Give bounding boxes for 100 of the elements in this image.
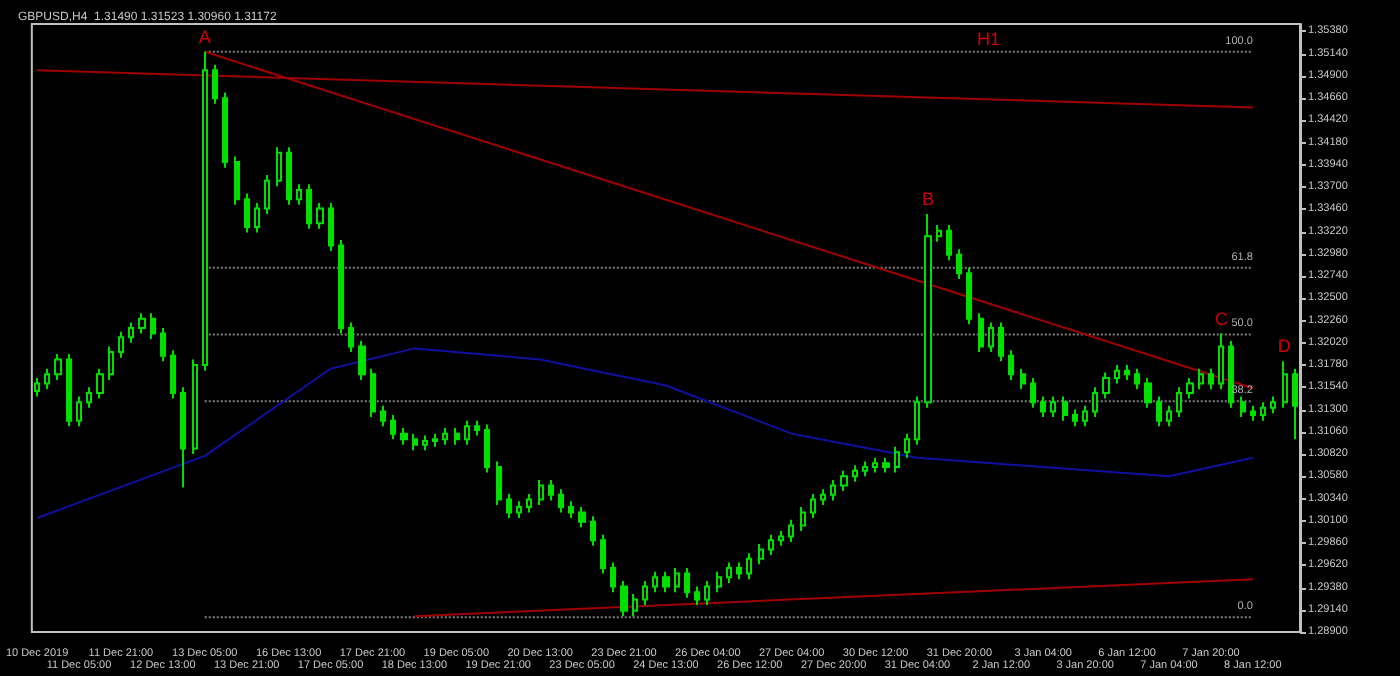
candlestick [234, 155, 240, 206]
candlestick [192, 358, 198, 456]
candlestick [1008, 349, 1014, 381]
candlestick [768, 533, 774, 557]
candlestick [1092, 386, 1098, 418]
candlestick [1082, 404, 1088, 428]
candlestick [558, 488, 564, 514]
candlestick [54, 352, 62, 381]
candlestick [820, 488, 826, 507]
candlestick [474, 419, 480, 437]
candlestick [610, 561, 616, 594]
candlestick [422, 434, 428, 452]
candlestick [726, 561, 732, 584]
candlestick [212, 63, 218, 105]
candlestick [306, 183, 312, 230]
candlestick [1134, 367, 1140, 391]
candlestick [674, 567, 680, 594]
candlestick [758, 542, 764, 566]
annotation: A [198, 26, 211, 47]
candlestick [590, 515, 596, 547]
candlestick [736, 561, 742, 581]
candlestick [830, 479, 836, 502]
candlestick [852, 464, 858, 483]
candlestick [956, 248, 962, 280]
candlestick [1040, 395, 1046, 418]
candlestick [578, 505, 586, 529]
candlestick [296, 183, 302, 206]
candlestick [118, 330, 124, 359]
candlestick [1166, 404, 1172, 428]
candlestick [862, 460, 868, 478]
candlestick [778, 529, 784, 547]
candlestick [390, 414, 396, 441]
candlestick [338, 238, 344, 335]
candlestick [160, 327, 166, 363]
candlestick [86, 386, 92, 409]
candlestick [716, 570, 722, 594]
candlestick [1124, 364, 1130, 381]
candlestick [316, 201, 324, 230]
candlestick [454, 427, 460, 446]
candlestick [442, 427, 448, 446]
candlestick [1156, 395, 1162, 428]
candlestick [946, 224, 952, 262]
candlestick [128, 321, 134, 344]
candlestick [506, 492, 512, 519]
candlestick [1208, 367, 1214, 391]
candlestick [788, 518, 794, 544]
candlestick [1144, 377, 1152, 409]
candlestick [1282, 360, 1288, 409]
candlestick [96, 367, 104, 400]
candlestick [150, 312, 156, 341]
annotation: B [921, 189, 934, 209]
candlestick [978, 312, 984, 354]
candlestick [432, 432, 438, 448]
candlestick [348, 321, 354, 354]
candlestick [704, 580, 710, 607]
candlestick [894, 445, 900, 474]
candlestick [1186, 377, 1194, 400]
candlestick [632, 593, 638, 618]
candlestick [548, 479, 554, 502]
candlestick [1030, 377, 1036, 409]
candlestick [516, 500, 522, 519]
candlestick [1292, 367, 1298, 441]
candlestick [882, 456, 890, 474]
candlestick [358, 339, 366, 381]
candlestick [108, 345, 114, 381]
candlestick [872, 456, 878, 474]
candlestick [568, 500, 574, 519]
candlestick [642, 580, 648, 607]
candlestick [1270, 395, 1276, 415]
candlestick [694, 585, 700, 607]
candlestick [1072, 408, 1078, 428]
candlestick [746, 552, 752, 581]
candlestick [412, 432, 418, 452]
candlestick [1260, 401, 1266, 422]
candlestick [380, 404, 386, 428]
candlestick [662, 570, 670, 594]
candlestick [286, 146, 292, 206]
candlestick [244, 192, 250, 234]
candlestick [66, 352, 72, 428]
candlestick [170, 349, 176, 400]
candlestick [800, 505, 806, 532]
annotation: C [1214, 308, 1229, 329]
candlestick [966, 266, 972, 326]
candlestick [914, 395, 920, 446]
candlestick [526, 492, 532, 514]
candlestick [620, 580, 628, 618]
candlestick [254, 201, 260, 234]
candlestick [998, 321, 1004, 363]
candlestick [1250, 404, 1256, 422]
candlestick [400, 427, 408, 446]
candlestick [202, 50, 208, 372]
candlestick [904, 432, 910, 459]
candlestick [328, 201, 334, 253]
candlestick [222, 91, 228, 169]
candlestick [1062, 395, 1068, 422]
candlestick [1020, 367, 1026, 391]
candlestick [840, 469, 848, 493]
candlestick [264, 174, 270, 215]
candlestick [684, 567, 690, 599]
candlestick [484, 423, 490, 474]
